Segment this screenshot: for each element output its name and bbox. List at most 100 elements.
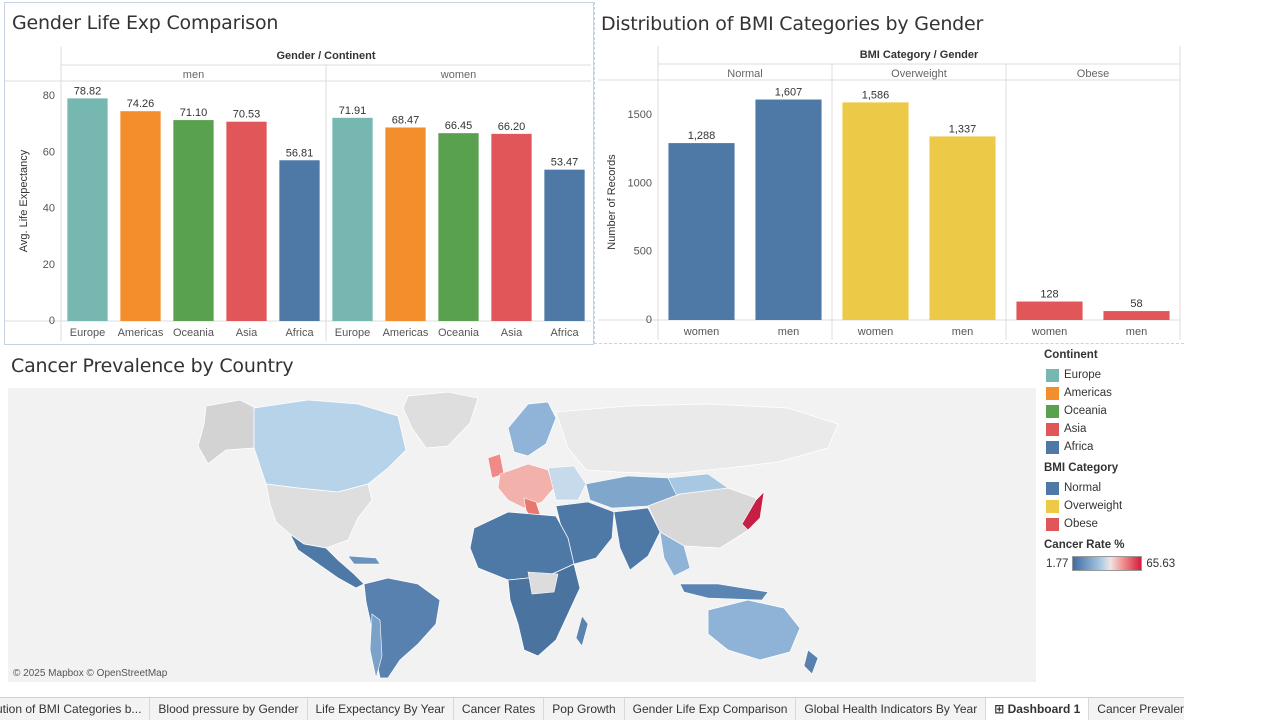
legend-label: Obese (1064, 518, 1098, 530)
legend-swatch (1046, 404, 1059, 418)
map-region-japan (741, 491, 765, 531)
map-region-usa (265, 483, 373, 549)
sheet-tab-cancer-prevalence[interactable]: Cancer Prevalence (1089, 698, 1184, 720)
life-bar-women-americas[interactable] (385, 127, 426, 321)
continent-legend-item-asia[interactable]: Asia (1046, 420, 1202, 438)
legend-swatch (1046, 422, 1059, 436)
bmi-distribution-chart[interactable]: BMI Category / Gender Number of Records 0 5… (598, 2, 1184, 342)
sheet-tab-bar: ution of BMI Categories b... Blood pressu… (0, 697, 1184, 720)
legend-label: Asia (1064, 423, 1087, 435)
cancer-legend-min: 1.77 (1046, 557, 1069, 570)
bmi-bar-obese-men[interactable] (1103, 311, 1170, 320)
tab-label: Gender Life Exp Comparison (632, 701, 788, 716)
life-y-tick-label: 20 (43, 259, 55, 271)
bmi-legend-item-normal[interactable]: Normal (1046, 479, 1202, 497)
cancer-map-sheet[interactable]: Cancer Prevalence by Country (0, 346, 1040, 686)
bmi-sheet-title: Distribution of BMI Categories by Gender (601, 13, 984, 35)
legend-swatch (1046, 517, 1059, 531)
tab-label: Blood pressure by Gender (158, 701, 299, 716)
map-region-africa-gray (527, 571, 559, 595)
bmi-legend-item-obese[interactable]: Obese (1046, 515, 1202, 533)
map-region-west-europe (497, 463, 555, 509)
map-region-madagascar (575, 615, 589, 647)
bmi-bar-normal-men[interactable] (755, 99, 822, 320)
life-y-tick-label: 60 (43, 146, 55, 158)
continent-legend-title: Continent (1044, 349, 1098, 361)
life-x-tick-label: Asia (236, 327, 258, 339)
sheet-tab-cancer-rates[interactable]: Cancer Rates (454, 698, 545, 720)
life-data-label: 66.45 (445, 120, 473, 132)
life-x-tick-label: Oceania (173, 327, 215, 339)
life-bar-women-africa[interactable] (544, 169, 585, 321)
tab-label: Life Expectancy By Year (315, 701, 445, 716)
bmi-distribution-sheet[interactable]: Distribution of BMI Categories by Gender… (598, 2, 1184, 345)
bmi-legend-title: BMI Category (1044, 462, 1119, 474)
map-region-indonesia (679, 583, 769, 601)
life-bar-men-oceania[interactable] (173, 120, 214, 321)
bmi-panel-label-normal: Normal (727, 68, 762, 80)
map-region-north-africa (469, 511, 575, 581)
bmi-x-tick-label: men (1126, 326, 1147, 338)
legend-swatch (1046, 440, 1059, 454)
life-bar-men-asia[interactable] (226, 121, 267, 321)
life-bar-women-europe[interactable] (332, 117, 373, 321)
legend-swatch (1046, 368, 1059, 382)
pane-divider-horizontal (594, 343, 1184, 344)
life-x-tick-label: Africa (550, 327, 579, 339)
bmi-x-tick-label: men (778, 326, 799, 338)
continent-legend-item-europe[interactable]: Europe (1046, 366, 1202, 384)
continent-legend-item-oceania[interactable]: Oceania (1046, 402, 1202, 420)
life-bar-men-africa[interactable] (279, 160, 320, 321)
cancer-prevalence-map[interactable]: © 2025 Mapbox © OpenStreetMap (8, 388, 1036, 682)
bmi-panel-label-obese: Obese (1077, 68, 1109, 80)
life-data-label: 66.20 (498, 121, 526, 133)
bmi-bar-normal-women[interactable] (668, 143, 735, 320)
continent-legend: Continent Europe Americas Oceania Asia Afric… (1042, 349, 1202, 456)
life-y-axis-label: Avg. Life Expectancy (18, 149, 30, 252)
tab-label: Cancer Rates (461, 701, 536, 716)
bmi-bar-overweight-women[interactable] (842, 102, 909, 321)
legend-label: Overweight (1064, 500, 1123, 512)
life-bar-men-americas[interactable] (120, 111, 161, 321)
sheet-tab-pop-growth[interactable]: Pop Growth (544, 698, 625, 720)
life-x-tick-label: Africa (285, 327, 314, 339)
life-x-tick-label: Europe (70, 327, 105, 339)
bmi-bar-obese-women[interactable] (1016, 301, 1083, 320)
world-map[interactable] (8, 388, 1036, 682)
map-region-new-zealand (803, 649, 819, 675)
sheet-tab-blood-pressure-by-gender[interactable]: Blood pressure by Gender (150, 698, 308, 720)
bmi-bar-overweight-men[interactable] (929, 136, 996, 320)
bmi-legend-item-overweight[interactable]: Overweight (1046, 497, 1202, 515)
life-expectancy-sheet[interactable]: Gender Life Exp Comparison Gender / Cont… (4, 2, 594, 345)
pane-divider-vertical (594, 2, 595, 344)
map-region-india (613, 507, 661, 571)
sheet-tab-ution-of-bmi-categories-b[interactable]: ution of BMI Categories b... (0, 698, 151, 720)
bmi-column-header: BMI Category / Gender (860, 49, 979, 61)
sheet-tab-life-expectancy-by-year[interactable]: Life Expectancy By Year (308, 698, 454, 720)
tab-label: Cancer Prevalence (1097, 701, 1184, 716)
bmi-data-label: 128 (1040, 289, 1058, 301)
sheet-tab-gender-life-exp-comparison[interactable]: Gender Life Exp Comparison (625, 698, 797, 720)
life-expectancy-chart[interactable]: Gender / Continent Avg. Life Expectancy 0 2… (5, 3, 591, 343)
bmi-x-tick-label: women (1031, 326, 1067, 338)
bmi-y-tick-label: 1000 (628, 177, 652, 189)
life-panel-label-men: men (183, 69, 204, 81)
life-x-tick-label: Asia (501, 327, 523, 339)
cancer-color-ramp (1072, 556, 1143, 571)
bmi-data-label: 1,607 (775, 87, 803, 99)
map-region-scandinavia (507, 401, 557, 457)
dashboard-icon: ⊞ (994, 701, 1008, 716)
bmi-y-tick-label: 0 (646, 314, 652, 326)
life-bar-women-asia[interactable] (491, 133, 532, 321)
life-y-tick-label: 80 (43, 90, 55, 102)
life-bar-men-europe[interactable] (67, 98, 108, 321)
continent-legend-item-africa[interactable]: Africa (1046, 438, 1202, 456)
bmi-data-label: 58 (1130, 298, 1142, 310)
continent-legend-item-americas[interactable]: Americas (1046, 384, 1202, 402)
map-region-canada (253, 399, 407, 493)
map-region-southeast-asia (659, 531, 691, 577)
sheet-tab-global-health-indicators-by-year[interactable]: Global Health Indicators By Year (796, 698, 987, 720)
life-bar-women-oceania[interactable] (438, 133, 479, 321)
sheet-tab-dashboard-1[interactable]: ⊞ Dashboard 1 (986, 698, 1090, 720)
bmi-data-label: 1,337 (949, 123, 977, 135)
